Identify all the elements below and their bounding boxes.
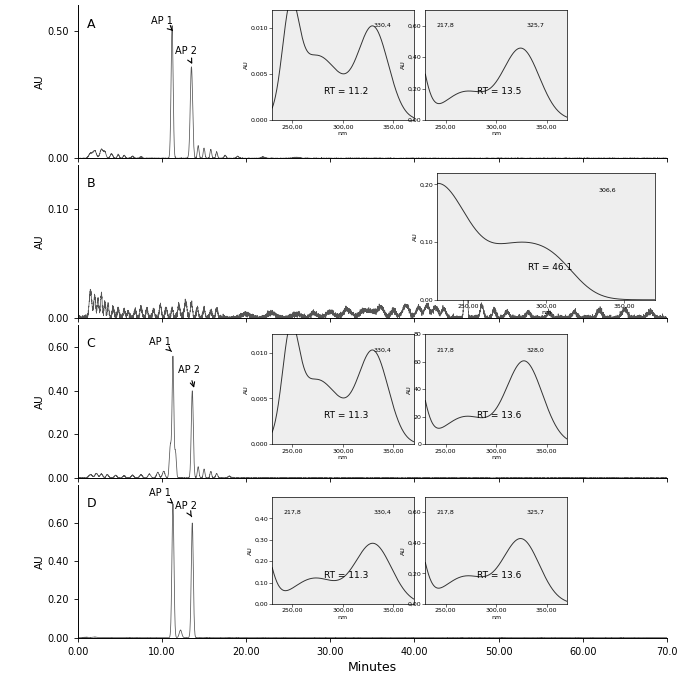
Text: C: C	[87, 337, 95, 351]
Text: RT = 13.6: RT = 13.6	[477, 572, 521, 580]
X-axis label: nm: nm	[338, 131, 348, 136]
Text: RT = 13.5: RT = 13.5	[477, 87, 521, 96]
Text: 325,7: 325,7	[527, 23, 544, 28]
Y-axis label: AU: AU	[401, 546, 406, 555]
Y-axis label: AU: AU	[413, 232, 418, 241]
Text: 330,4: 330,4	[374, 347, 391, 353]
Y-axis label: AU: AU	[248, 546, 253, 555]
Y-axis label: AU: AU	[244, 385, 249, 394]
Text: D: D	[87, 497, 96, 510]
Text: 330,4: 330,4	[374, 23, 391, 28]
Y-axis label: AU: AU	[35, 394, 45, 409]
X-axis label: nm: nm	[541, 310, 551, 315]
Text: 217,8: 217,8	[437, 510, 454, 515]
Text: 217,8: 217,8	[437, 23, 454, 28]
Text: AP 2: AP 2	[175, 501, 196, 517]
Text: AP 1: AP 1	[151, 16, 173, 31]
Text: 306,6: 306,6	[598, 188, 616, 193]
Y-axis label: AU: AU	[35, 554, 45, 569]
Text: AP 2: AP 2	[175, 46, 196, 63]
Y-axis label: AU: AU	[407, 385, 412, 394]
X-axis label: nm: nm	[338, 455, 348, 460]
Text: AP 3: AP 3	[441, 183, 464, 201]
Text: RT = 11.3: RT = 11.3	[324, 411, 368, 420]
X-axis label: nm: nm	[338, 614, 348, 619]
Text: 330,4: 330,4	[374, 510, 391, 515]
Text: 328,0: 328,0	[527, 347, 544, 353]
Text: AP 2: AP 2	[178, 366, 200, 387]
Text: RT = 11.3: RT = 11.3	[324, 572, 368, 580]
Text: 325,7: 325,7	[527, 510, 544, 515]
Text: RT = 13.6: RT = 13.6	[477, 411, 521, 420]
Text: 217,8: 217,8	[437, 347, 454, 353]
Text: B: B	[87, 177, 95, 190]
Text: A: A	[87, 18, 95, 31]
Text: 217,8: 217,8	[284, 510, 301, 515]
Text: AP 1: AP 1	[150, 337, 171, 351]
Text: RT = 11.2: RT = 11.2	[324, 87, 368, 96]
X-axis label: Minutes: Minutes	[348, 661, 397, 674]
Text: RT = 46.1: RT = 46.1	[528, 263, 573, 272]
Y-axis label: AU: AU	[35, 235, 45, 249]
Y-axis label: AU: AU	[35, 74, 45, 89]
Text: AP 1: AP 1	[150, 488, 173, 503]
X-axis label: nm: nm	[491, 614, 501, 619]
X-axis label: nm: nm	[491, 455, 501, 460]
Y-axis label: AU: AU	[244, 61, 249, 70]
Y-axis label: AU: AU	[401, 61, 406, 70]
X-axis label: nm: nm	[491, 131, 501, 136]
